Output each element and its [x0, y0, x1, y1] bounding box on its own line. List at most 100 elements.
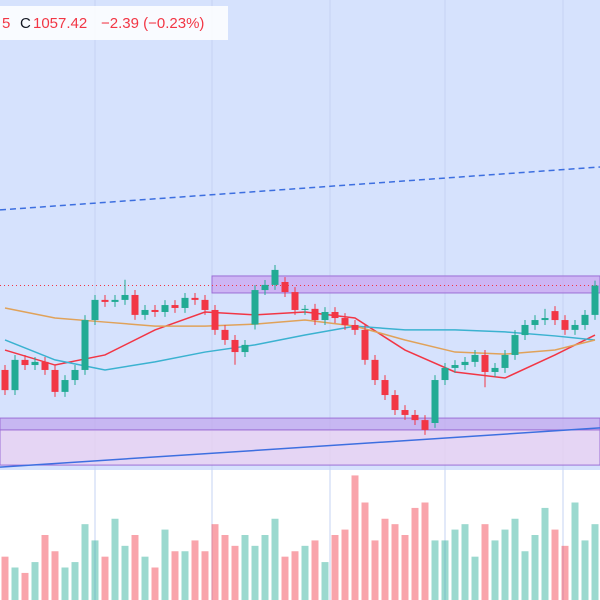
candle-body [341, 318, 349, 325]
candle-body [521, 324, 529, 336]
volume-bar [181, 551, 189, 600]
candle-body [201, 299, 209, 310]
legend-c: C [20, 15, 31, 32]
volume-bar [41, 535, 49, 600]
candle-body [181, 297, 189, 308]
candle-body [81, 320, 89, 370]
candle-body [121, 294, 129, 300]
volume-bar [261, 535, 269, 600]
volume-bar [581, 540, 589, 600]
legend-change: −2.39 (−0.23%) [101, 15, 204, 32]
candle-body [31, 361, 39, 366]
volume-bar [271, 518, 279, 600]
candle-body [291, 292, 299, 310]
volume-bar [121, 545, 129, 600]
volume-bar [101, 556, 109, 600]
candle-body [231, 339, 239, 353]
candle-body [271, 269, 279, 285]
volume-bar [391, 524, 399, 600]
candle-body [51, 369, 59, 392]
candle-body [41, 361, 49, 370]
volume-bar [411, 507, 419, 600]
candle-body [281, 282, 289, 293]
volume-bar [221, 535, 229, 600]
candle-body [371, 359, 379, 381]
candle-body [411, 414, 419, 421]
volume-bar [301, 545, 309, 600]
volume-bar [51, 551, 59, 600]
zone [211, 275, 600, 294]
candle-body [561, 320, 569, 330]
volume-bar [291, 551, 299, 600]
zone [0, 417, 600, 431]
candle-body [211, 309, 219, 330]
plot [0, 166, 600, 600]
volume-bar [231, 545, 239, 600]
candle-body [511, 335, 519, 355]
candle-body [381, 380, 389, 396]
candle-body [491, 367, 499, 372]
candle-body [401, 410, 409, 415]
volume-bar [381, 518, 389, 600]
candle-body [251, 290, 259, 325]
grid [94, 0, 564, 600]
candle-body [551, 311, 559, 321]
volume-bar [491, 540, 499, 600]
candle-body [441, 367, 449, 381]
volume-bar [541, 507, 549, 600]
candle-body [461, 361, 469, 366]
volume-bar [31, 562, 39, 600]
candle-body [581, 314, 589, 325]
volume-bar [571, 502, 579, 600]
candle-body [571, 324, 579, 330]
volume-bar [11, 567, 19, 600]
volume-bar [481, 524, 489, 600]
candle-body [451, 365, 459, 368]
volume-bar [191, 540, 199, 600]
volume-bar [561, 545, 569, 600]
candle-body [421, 420, 429, 430]
volume-bar [451, 529, 459, 600]
candle-body [241, 344, 249, 353]
volume-bar [311, 540, 319, 600]
volume-bar [81, 524, 89, 600]
candle-body [61, 380, 69, 392]
volume-bar [341, 529, 349, 600]
trend-line [0, 427, 600, 468]
legend-close: 1057.42 [33, 15, 87, 32]
candle-body [191, 297, 199, 300]
volume-bar [251, 545, 259, 600]
candle-body [531, 320, 539, 325]
volume-bar [281, 556, 289, 600]
legend-box [0, 6, 228, 40]
candle-body [331, 311, 339, 319]
volume-bar [241, 535, 249, 600]
volume-bar [201, 551, 209, 600]
volume-bar [351, 475, 359, 600]
candle-body [301, 308, 309, 310]
candle-body [101, 299, 109, 302]
moving-average [4, 325, 596, 371]
candle-body [221, 329, 229, 340]
candle-body [91, 299, 99, 321]
volume-bar [161, 529, 169, 600]
price-pane [0, 0, 600, 470]
volume-bar [141, 556, 149, 600]
volume-bar [441, 540, 449, 600]
candle-body [321, 311, 329, 321]
candle-body [171, 305, 179, 308]
candle-body [161, 305, 169, 312]
candle-body [351, 324, 359, 330]
candle-body [1, 369, 9, 391]
candle-body [261, 284, 269, 291]
volume-bar [71, 562, 79, 600]
volume-bar [1, 556, 9, 600]
volume-bar [321, 562, 329, 600]
volume-bar [421, 502, 429, 600]
candle-body [501, 354, 509, 368]
candle-body [591, 285, 599, 315]
volume-bar [21, 572, 29, 600]
candle-body [21, 359, 29, 366]
